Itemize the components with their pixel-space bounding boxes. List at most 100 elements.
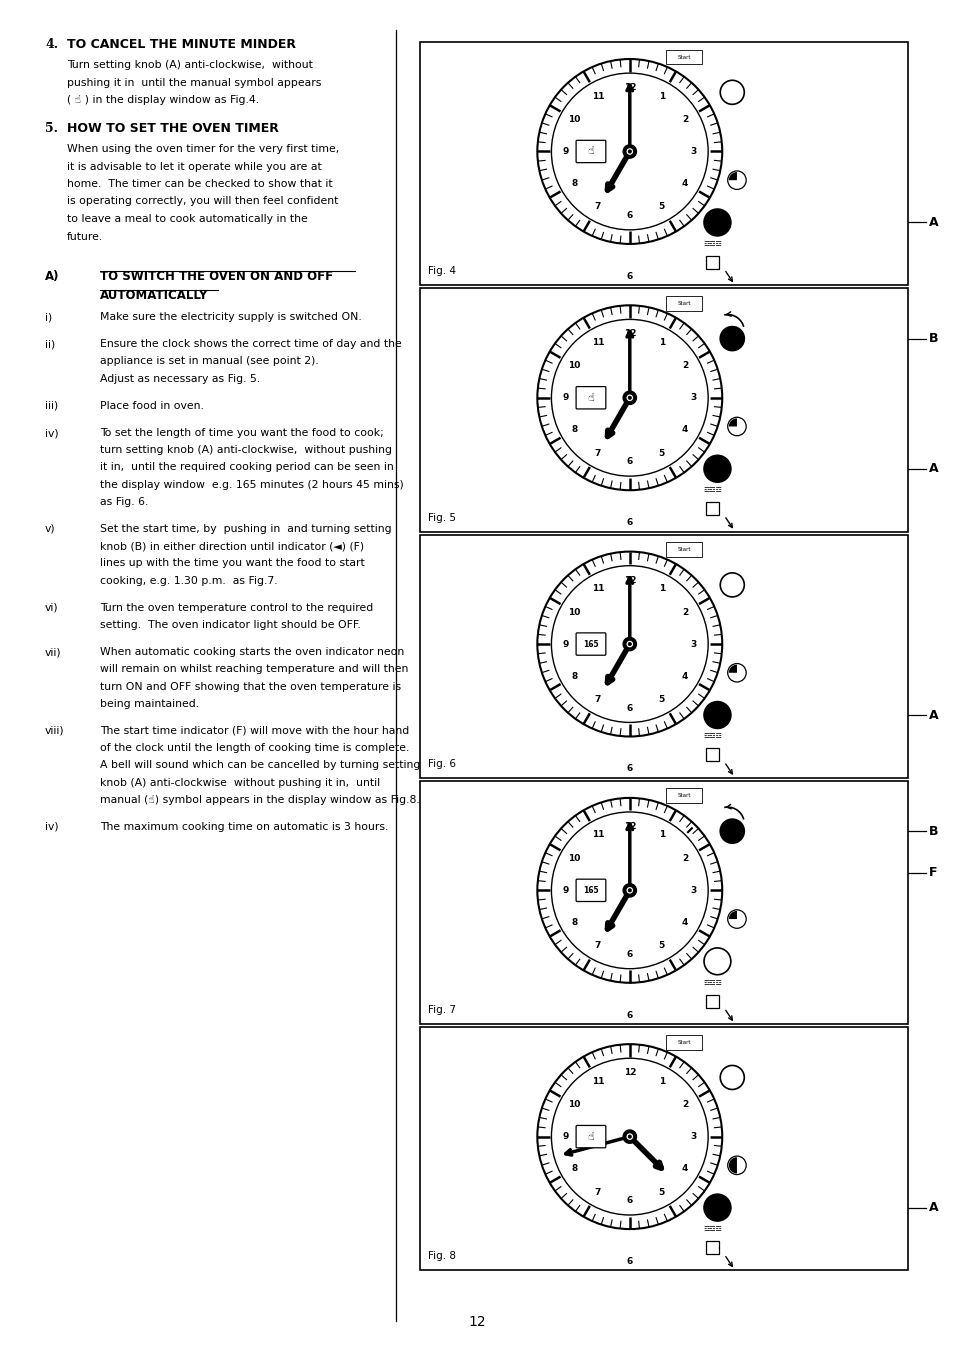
Circle shape [703,1194,730,1221]
Text: as Fig. 6.: as Fig. 6. [100,497,149,507]
Circle shape [551,1058,707,1215]
Text: v): v) [45,524,55,534]
Text: future.: future. [67,231,103,242]
Text: 6: 6 [626,517,632,527]
Text: ☝: ☝ [587,146,594,157]
Text: 2: 2 [681,115,688,124]
Text: turn ON and OFF showing that the oven temperature is: turn ON and OFF showing that the oven te… [100,682,400,692]
Text: TO SWITCH THE OVEN ON AND OFF: TO SWITCH THE OVEN ON AND OFF [100,270,333,282]
Text: Place food in oven.: Place food in oven. [100,401,204,411]
Circle shape [627,642,631,646]
Text: i): i) [45,312,52,322]
Circle shape [551,73,707,230]
Text: appliance is set in manual (see point 2).: appliance is set in manual (see point 2)… [100,357,318,366]
Text: Start: Start [677,793,690,798]
Circle shape [622,884,636,897]
Circle shape [622,1129,636,1143]
Text: 6: 6 [626,1196,632,1205]
Text: 6: 6 [626,704,632,712]
Bar [419,288,907,531]
Text: vii): vii) [45,647,62,657]
Text: 5: 5 [658,203,664,211]
Text: to leave a meal to cook automatically in the: to leave a meal to cook automatically in… [67,213,308,224]
Circle shape [720,819,743,843]
Text: 165: 165 [582,639,598,648]
Bar [705,1240,719,1254]
Text: 3: 3 [690,639,696,648]
Bar [705,748,719,761]
Text: vi): vi) [45,603,58,613]
Text: 5: 5 [658,942,664,950]
Text: When automatic cooking starts the oven indicator neon: When automatic cooking starts the oven i… [100,647,404,657]
Text: 9: 9 [562,1132,568,1142]
Bar [419,1027,907,1270]
Circle shape [622,145,636,158]
Circle shape [551,566,707,723]
Text: 1: 1 [658,338,664,347]
Text: 11: 11 [591,338,603,347]
Text: Start: Start [677,301,690,305]
Text: ii): ii) [45,339,55,349]
Circle shape [625,394,633,401]
Text: 11: 11 [591,584,603,593]
Text: is operating correctly, you will then feel confident: is operating correctly, you will then fe… [67,196,338,207]
Text: 10: 10 [568,1100,580,1109]
Text: Start: Start [677,54,690,59]
Wedge shape [728,665,736,673]
Text: iv): iv) [45,428,58,438]
Circle shape [622,390,636,404]
Circle shape [703,701,730,728]
Text: iv): iv) [45,821,58,832]
Text: 2: 2 [681,361,688,370]
Text: 12: 12 [623,330,636,338]
Bar [419,42,907,285]
Circle shape [720,327,743,351]
Bar [705,994,719,1008]
Text: 10: 10 [568,361,580,370]
Text: 6: 6 [626,1011,632,1020]
Text: 12: 12 [623,1069,636,1077]
Text: 3: 3 [690,886,696,894]
Text: 4: 4 [681,178,688,188]
Text: 8: 8 [571,917,577,927]
Text: Fig. 6: Fig. 6 [427,759,456,769]
FancyBboxPatch shape [576,386,605,409]
Text: Turn setting knob (A) anti-clockwise,  without: Turn setting knob (A) anti-clockwise, wi… [67,59,313,70]
Text: 4: 4 [681,671,688,681]
Text: viii): viii) [45,725,65,736]
Text: 5: 5 [658,694,664,704]
Text: home.  The timer can be checked to show that it: home. The timer can be checked to show t… [67,178,333,189]
Text: 9: 9 [562,393,568,403]
Text: 8: 8 [571,426,577,434]
Text: A: A [928,462,938,476]
Text: cooking, e.g. 1.30 p.m.  as Fig.7.: cooking, e.g. 1.30 p.m. as Fig.7. [100,576,277,585]
Text: 5: 5 [658,449,664,458]
Text: 8: 8 [571,1165,577,1173]
Circle shape [625,1132,633,1140]
Text: 7: 7 [594,1188,600,1197]
Text: 4.: 4. [45,38,58,51]
Text: F: F [928,866,937,880]
Text: ☝: ☝ [587,393,594,403]
Text: HOW TO SET THE OVEN TIMER: HOW TO SET THE OVEN TIMER [67,122,278,135]
Bar [705,503,719,515]
Text: The maximum cooking time on automatic is 3 hours.: The maximum cooking time on automatic is… [100,821,388,832]
Circle shape [625,886,633,894]
Text: A): A) [45,270,59,282]
FancyBboxPatch shape [576,880,605,901]
Text: 7: 7 [594,203,600,211]
Circle shape [627,150,631,153]
Text: 10: 10 [568,115,580,124]
Text: AUTOMATICALLY: AUTOMATICALLY [100,289,208,303]
Text: Turn the oven temperature control to the required: Turn the oven temperature control to the… [100,603,373,613]
Text: 12: 12 [468,1315,485,1329]
Text: 9: 9 [562,886,568,894]
Circle shape [720,573,743,597]
Text: will remain on whilst reaching temperature and will then: will remain on whilst reaching temperatu… [100,665,408,674]
FancyBboxPatch shape [665,1035,701,1050]
Text: 9: 9 [562,639,568,648]
Text: it in,  until the required cooking period can be seen in: it in, until the required cooking period… [100,462,394,473]
Text: 4: 4 [681,917,688,927]
FancyBboxPatch shape [576,141,605,162]
Text: 8: 8 [571,178,577,188]
